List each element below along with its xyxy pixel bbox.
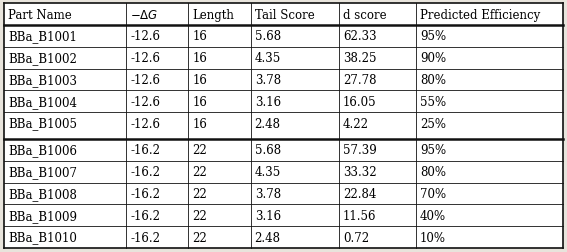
Text: -12.6: -12.6 — [130, 117, 160, 130]
Text: BBa_B1008: BBa_B1008 — [8, 187, 77, 200]
Text: BBa_B1005: BBa_B1005 — [8, 117, 77, 130]
Text: 4.22: 4.22 — [343, 117, 369, 130]
Text: Tail Score: Tail Score — [255, 9, 315, 21]
Text: 16: 16 — [192, 52, 208, 65]
Text: BBa_B1006: BBa_B1006 — [8, 144, 77, 157]
Text: BBa_B1009: BBa_B1009 — [8, 209, 77, 222]
Text: BBa_B1002: BBa_B1002 — [8, 52, 77, 65]
Text: 2.48: 2.48 — [255, 231, 281, 244]
Text: 16.05: 16.05 — [343, 96, 376, 108]
Text: 22: 22 — [192, 144, 207, 157]
Text: -16.2: -16.2 — [130, 187, 160, 200]
Text: 2.48: 2.48 — [255, 117, 281, 130]
Text: Length: Length — [192, 9, 234, 21]
Text: 22: 22 — [192, 166, 207, 178]
Text: -16.2: -16.2 — [130, 144, 160, 157]
Text: 90%: 90% — [420, 52, 446, 65]
Text: -16.2: -16.2 — [130, 231, 160, 244]
Text: 0.72: 0.72 — [343, 231, 369, 244]
Text: 10%: 10% — [420, 231, 446, 244]
Text: 22.84: 22.84 — [343, 187, 376, 200]
Text: 11.56: 11.56 — [343, 209, 376, 222]
Text: 4.35: 4.35 — [255, 166, 281, 178]
Text: BBa_B1010: BBa_B1010 — [8, 231, 77, 244]
Text: 4.35: 4.35 — [255, 52, 281, 65]
Text: $-\Delta G$: $-\Delta G$ — [130, 9, 159, 21]
Text: 16: 16 — [192, 117, 208, 130]
Text: 16: 16 — [192, 30, 208, 43]
Text: d score: d score — [343, 9, 387, 21]
Text: Predicted Efficiency: Predicted Efficiency — [420, 9, 540, 21]
Text: 95%: 95% — [420, 30, 446, 43]
Text: 62.33: 62.33 — [343, 30, 376, 43]
Text: 3.16: 3.16 — [255, 209, 281, 222]
Text: 80%: 80% — [420, 166, 446, 178]
Text: -16.2: -16.2 — [130, 209, 160, 222]
Text: 16: 16 — [192, 96, 208, 108]
Text: 95%: 95% — [420, 144, 446, 157]
Text: 80%: 80% — [420, 74, 446, 87]
Text: 22: 22 — [192, 231, 207, 244]
Text: -12.6: -12.6 — [130, 52, 160, 65]
Text: 3.78: 3.78 — [255, 187, 281, 200]
Text: 57.39: 57.39 — [343, 144, 376, 157]
Text: -16.2: -16.2 — [130, 166, 160, 178]
Text: -12.6: -12.6 — [130, 74, 160, 87]
Text: 3.78: 3.78 — [255, 74, 281, 87]
Text: 38.25: 38.25 — [343, 52, 376, 65]
Text: 25%: 25% — [420, 117, 446, 130]
Text: -12.6: -12.6 — [130, 30, 160, 43]
Text: -12.6: -12.6 — [130, 96, 160, 108]
Text: 70%: 70% — [420, 187, 446, 200]
Text: Part Name: Part Name — [8, 9, 72, 21]
Text: BBa_B1004: BBa_B1004 — [8, 96, 77, 108]
Text: BBa_B1003: BBa_B1003 — [8, 74, 77, 87]
Text: 22: 22 — [192, 209, 207, 222]
Text: 27.78: 27.78 — [343, 74, 376, 87]
Text: 40%: 40% — [420, 209, 446, 222]
Text: 33.32: 33.32 — [343, 166, 376, 178]
Text: 16: 16 — [192, 74, 208, 87]
Text: 3.16: 3.16 — [255, 96, 281, 108]
Text: 22: 22 — [192, 187, 207, 200]
Text: 5.68: 5.68 — [255, 144, 281, 157]
Text: BBa_B1007: BBa_B1007 — [8, 166, 77, 178]
Text: BBa_B1001: BBa_B1001 — [8, 30, 77, 43]
Text: 55%: 55% — [420, 96, 446, 108]
Text: 5.68: 5.68 — [255, 30, 281, 43]
